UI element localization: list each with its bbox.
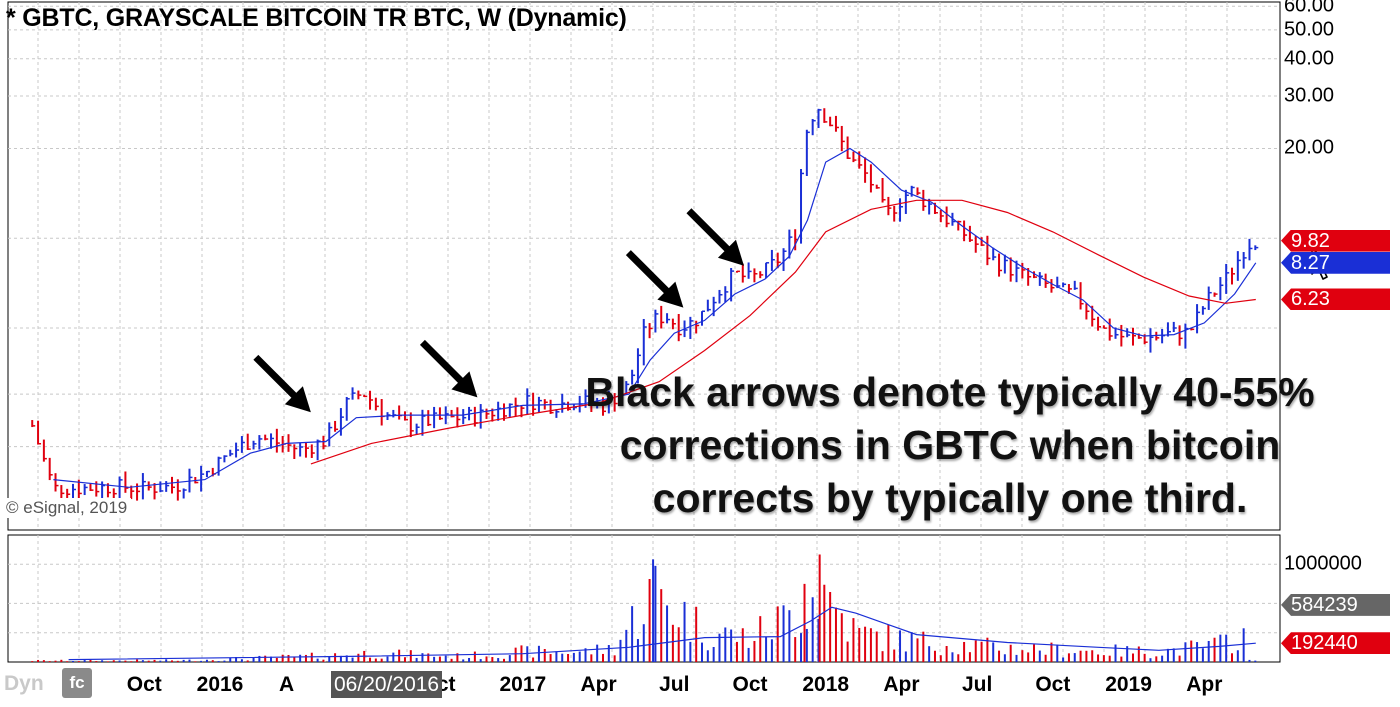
time-axis-tick-label: A xyxy=(279,673,295,696)
price-axis-tick-label: 20.00 xyxy=(1284,136,1335,160)
time-axis-tick-label: 2017 xyxy=(499,673,547,696)
volume-axis-tick-label: 1000000 xyxy=(1284,552,1362,576)
time-axis-tick-label: Apr xyxy=(580,673,617,696)
price-value-tag: 6.23 xyxy=(1281,288,1390,311)
price-axis-tick-label: 30.00 xyxy=(1284,84,1335,108)
price-panel-frame xyxy=(7,1,1281,531)
ma-short-line xyxy=(53,147,1257,488)
annotation-line: corrects by typically one third. xyxy=(652,475,1248,521)
price-axis-tick-label: 40.00 xyxy=(1284,47,1335,71)
correction-arrow-icon xyxy=(419,339,478,398)
annotation-line: Black arrows denote typically 40-55% xyxy=(585,369,1315,415)
volume-value-tag: 192440 xyxy=(1281,632,1390,655)
time-axis-tick-label: 2018 xyxy=(802,673,850,696)
cursor-date-label: 06/20/2016 xyxy=(331,671,443,698)
correction-arrow-icon xyxy=(686,208,744,266)
time-axis-tick-label: Jul xyxy=(961,673,993,696)
correction-arrow-icon xyxy=(625,250,684,308)
annotation-text: Black arrows denote typically 40-55% cor… xyxy=(500,366,1400,525)
price-axis-tick-label: 60.00 xyxy=(1284,0,1335,18)
time-axis-tick-label: Oct xyxy=(126,673,162,696)
time-axis-tick-label: 2019 xyxy=(1105,673,1152,696)
ma-long-line xyxy=(310,199,1256,465)
annotation-line: corrections in GBTC when bitcoin xyxy=(619,422,1281,468)
price-value-tag: 9.82 xyxy=(1281,229,1390,252)
dynamic-mode-label[interactable]: Dyn xyxy=(4,672,44,695)
copyright-label: © eSignal, 2019 xyxy=(6,498,132,518)
time-axis-tick-label: Oct xyxy=(1035,673,1071,696)
time-axis-tick-label: Apr xyxy=(883,673,920,696)
volume-bars xyxy=(31,554,1257,662)
correction-arrow-icon xyxy=(253,354,311,413)
time-axis-tick-label: 2016 xyxy=(196,673,244,696)
time-axis-tick-label: Oct xyxy=(732,673,768,696)
time-axis-tick-label: Jul xyxy=(659,673,690,696)
volume-value-tag: 584239 xyxy=(1281,593,1390,616)
correction-arrows xyxy=(253,208,744,413)
price-value-tag: 8.27 xyxy=(1281,251,1390,274)
chart-title: * GBTC, GRAYSCALE BITCOIN TR BTC, W (Dyn… xyxy=(6,4,627,32)
time-axis-tick-label: Apr xyxy=(1186,673,1223,696)
fc-icon[interactable]: fc xyxy=(62,668,92,698)
price-axis-tick-label: 50.00 xyxy=(1284,18,1335,42)
volume-ma-line xyxy=(68,606,1256,661)
